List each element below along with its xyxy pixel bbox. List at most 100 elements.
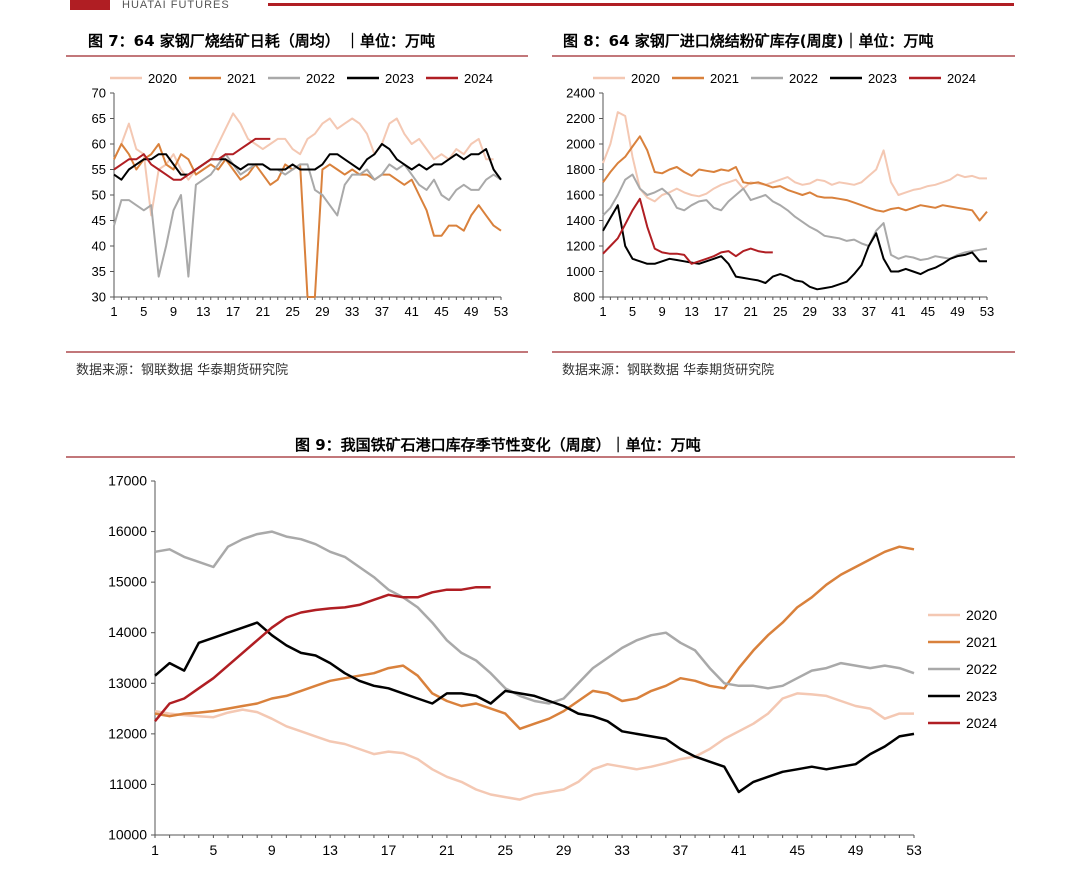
chart2-title: 图 8：64 家钢厂进口烧结粉矿库存(周度)｜单位：万吨 — [563, 32, 934, 50]
chart1-x-tick-label: 5 — [140, 304, 147, 319]
chart3-x-tick-label: 53 — [906, 842, 922, 858]
chart1-series-2023 — [113, 143, 502, 181]
chart3-legend-label-2022: 2022 — [966, 661, 997, 677]
chart1-y-tick-label: 40 — [92, 239, 106, 254]
chart1-series-2024 — [113, 137, 271, 181]
chart1-series-2021 — [113, 143, 502, 298]
chart3-title-rule — [66, 456, 1015, 458]
chart3-y-tick-label: 16000 — [108, 523, 147, 539]
chart2-series-2022 — [602, 173, 988, 261]
chart1-y-tick-label: 30 — [92, 290, 106, 305]
chart3-y-tick-label: 10000 — [108, 827, 147, 843]
chart2-y-tick-label: 1800 — [566, 162, 595, 177]
chart1-legend-label-2024: 2024 — [464, 71, 493, 86]
chart2-y-tick-label: 1000 — [566, 264, 595, 279]
chart3-x-tick-label: 45 — [789, 842, 805, 858]
chart3-y-tick-label: 17000 — [108, 473, 147, 489]
chart2-x-tick-label: 33 — [832, 304, 846, 319]
chart3-x-tick-label: 17 — [381, 842, 397, 858]
chart3-x-tick-label: 25 — [498, 842, 514, 858]
chart1-x-tick-label: 33 — [345, 304, 359, 319]
chart3-y-tick-label: 12000 — [108, 725, 147, 741]
chart1-x-tick-label: 17 — [226, 304, 240, 319]
chart1-y-tick-label: 60 — [92, 137, 106, 152]
chart2-y-tick-label: 1400 — [566, 213, 595, 228]
chart2-legend-label-2020: 2020 — [631, 71, 660, 86]
chart3-series-2020 — [154, 692, 914, 801]
chart3-x-tick-label: 21 — [439, 842, 455, 858]
chart2-series-2024 — [602, 197, 773, 265]
chart1-y-tick-label: 35 — [92, 264, 106, 279]
chart3-x-tick-label: 29 — [556, 842, 572, 858]
chart1-legend-label-2023: 2023 — [385, 71, 414, 86]
chart2-source: 数据来源：钢联数据 华泰期货研究院 — [562, 363, 775, 378]
chart1-y-tick-label: 70 — [92, 86, 106, 101]
chart2-series-2020 — [602, 111, 987, 203]
chart3-legend-label-2020: 2020 — [966, 607, 997, 623]
chart2-series-2023 — [602, 204, 987, 291]
chart2-bottom-rule — [552, 351, 1015, 353]
chart1-title-rule — [66, 55, 528, 57]
chart2-x-tick-label: 21 — [743, 304, 757, 319]
chart3-series-2024 — [154, 585, 491, 722]
chart1-legend-label-2022: 2022 — [306, 71, 335, 86]
chart3-x-tick-label: 13 — [322, 842, 338, 858]
chart2-x-tick-label: 25 — [773, 304, 787, 319]
chart3-x-tick-label: 37 — [673, 842, 689, 858]
chart1-x-tick-label: 21 — [256, 304, 270, 319]
chart3-series-2023 — [154, 621, 915, 794]
chart2-y-tick-label: 1600 — [566, 188, 595, 203]
chart2-y-tick-label: 800 — [573, 290, 595, 305]
chart2-x-tick-label: 49 — [950, 304, 964, 319]
chart2-x-tick-label: 1 — [599, 304, 606, 319]
chart1-legend-label-2020: 2020 — [148, 71, 177, 86]
chart2-x-tick-label: 53 — [980, 304, 994, 319]
chart2-y-tick-label: 2400 — [566, 86, 595, 101]
header-rule — [268, 3, 1014, 6]
chart3-plot: 10000 11000 12000 13000 14000 15000 16000 17000… — [108, 473, 997, 859]
chart1-bottom-rule — [66, 351, 528, 353]
chart3-x-tick-label: 33 — [614, 842, 630, 858]
chart3-legend-label-2023: 2023 — [966, 688, 997, 704]
chart2-legend-label-2024: 2024 — [947, 71, 976, 86]
chart2-x-tick-label: 41 — [891, 304, 905, 319]
chart3-y-tick-label: 13000 — [108, 675, 147, 691]
chart1-y-tick-label: 65 — [92, 111, 106, 126]
chart1-x-tick-label: 1 — [110, 304, 117, 319]
chart2-title-rule — [552, 55, 1015, 57]
chart3-series-2022 — [154, 530, 915, 705]
chart1-y-tick-label: 55 — [92, 162, 106, 177]
chart1-y-tick-label: 45 — [92, 213, 106, 228]
chart2-legend-label-2022: 2022 — [789, 71, 818, 86]
chart1-source: 数据来源：钢联数据 华泰期货研究院 — [76, 363, 289, 378]
chart1-x-tick-label: 25 — [285, 304, 299, 319]
chart1-x-tick-label: 45 — [434, 304, 448, 319]
logo-text: HUATAI FUTURES — [122, 0, 230, 11]
chart1-title: 图 7：64 家钢厂烧结矿日耗（周均） ｜单位：万吨 — [88, 32, 435, 50]
brand-logo-icon — [70, 0, 110, 10]
chart2-x-tick-label: 45 — [921, 304, 935, 319]
chart2-series-2021 — [602, 135, 988, 222]
chart2-x-tick-label: 13 — [684, 304, 698, 319]
chart3-y-tick-label: 14000 — [108, 624, 147, 640]
chart2-x-tick-label: 9 — [658, 304, 665, 319]
chart3-y-tick-label: 11000 — [109, 776, 147, 792]
chart2-x-tick-label: 37 — [862, 304, 876, 319]
chart1-x-tick-label: 41 — [404, 304, 418, 319]
chart3-legend-label-2024: 2024 — [966, 715, 997, 731]
header-logo: HUATAI FUTURES — [70, 0, 230, 11]
chart1-x-tick-label: 13 — [196, 304, 210, 319]
chart2-y-tick-label: 2000 — [566, 137, 595, 152]
chart2-y-tick-label: 2200 — [566, 111, 595, 126]
chart1-plot: 30 35 40 45 50 55 60 65 70 1 5 9 13 17 21 25 29 33 37 41 45 4… — [92, 71, 509, 319]
chart1-x-tick-label: 49 — [464, 304, 478, 319]
chart3-x-tick-label: 5 — [209, 842, 217, 858]
chart3-x-tick-label: 49 — [848, 842, 864, 858]
chart3-title: 图 9：我国铁矿石港口库存季节性变化（周度）｜单位：万吨 — [295, 436, 701, 454]
chart1-legend-label-2021: 2021 — [227, 71, 256, 86]
chart2-y-tick-label: 1200 — [566, 239, 595, 254]
chart2-x-tick-label: 29 — [803, 304, 817, 319]
chart1-series-2022 — [113, 153, 502, 278]
chart1-y-tick-label: 50 — [92, 188, 106, 203]
chart3-x-tick-label: 1 — [151, 842, 159, 858]
